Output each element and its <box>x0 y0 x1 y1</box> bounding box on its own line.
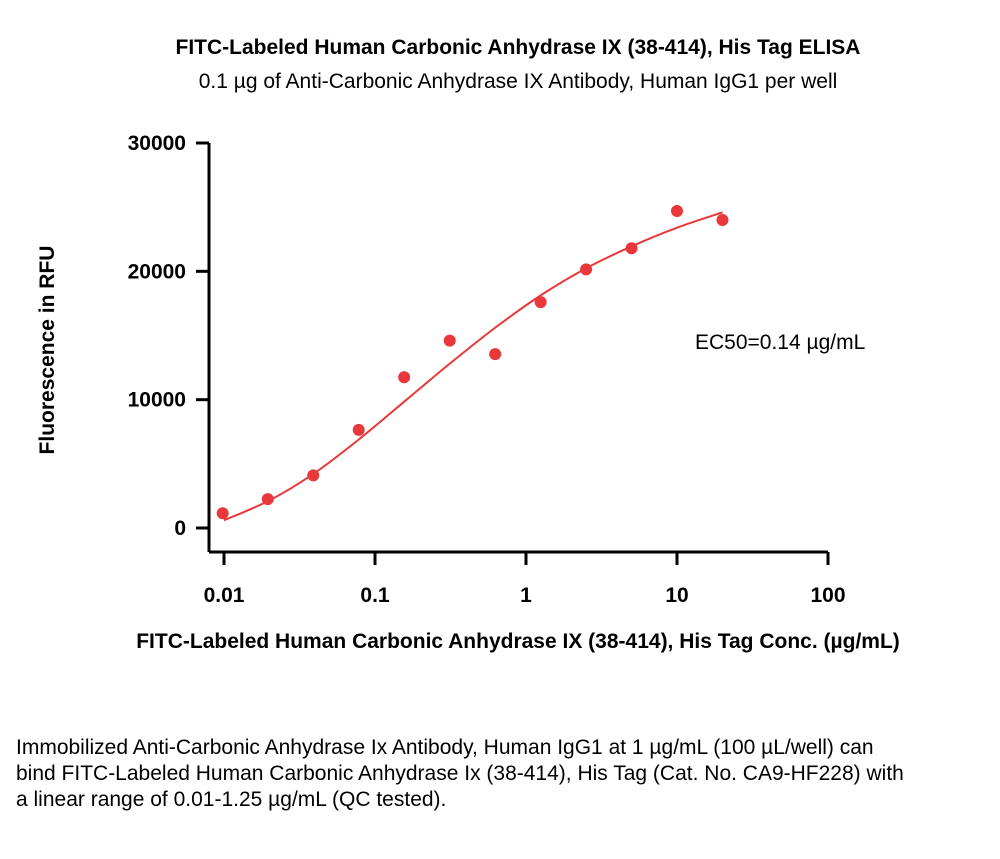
data-point <box>216 507 229 520</box>
chart-subtitle: 0.1 µg of Anti-Carbonic Anhydrase IX Ant… <box>198 70 838 93</box>
plot-area: 0 10000 20000 30000 0.01 0.1 1 10 100 EC50=0.14… <box>128 132 866 607</box>
data-point <box>352 423 365 436</box>
x-tick-label: 1 <box>520 584 532 607</box>
fit-curve <box>223 211 723 522</box>
y-tick-label: 20000 <box>128 260 186 283</box>
x-axis-label: FITC-Labeled Human Carbonic Anhydrase IX… <box>136 630 900 653</box>
x-tick-label: 0.01 <box>204 584 245 607</box>
data-point <box>625 242 638 255</box>
x-tick-label: 10 <box>665 584 688 607</box>
data-point <box>398 371 411 384</box>
y-tick-label: 10000 <box>128 389 186 412</box>
y-tick-label: 0 <box>174 517 186 540</box>
ec50-annotation: EC50=0.14 µg/mL <box>695 331 865 354</box>
x-tick-label: 0.1 <box>360 584 390 607</box>
data-point <box>534 296 547 309</box>
x-tick-label: 100 <box>810 584 845 607</box>
data-point <box>671 205 683 218</box>
data-point <box>307 469 320 482</box>
data-point <box>580 263 593 276</box>
data-point <box>261 493 274 506</box>
figure-caption: Immobilized Anti-Carbonic Anhydrase Ix A… <box>16 736 904 811</box>
data-point <box>716 214 729 226</box>
y-tick-label: 30000 <box>128 132 186 155</box>
chart-title: FITC-Labeled Human Carbonic Anhydrase IX… <box>175 36 861 59</box>
data-point <box>489 348 502 361</box>
data-point <box>443 334 456 347</box>
